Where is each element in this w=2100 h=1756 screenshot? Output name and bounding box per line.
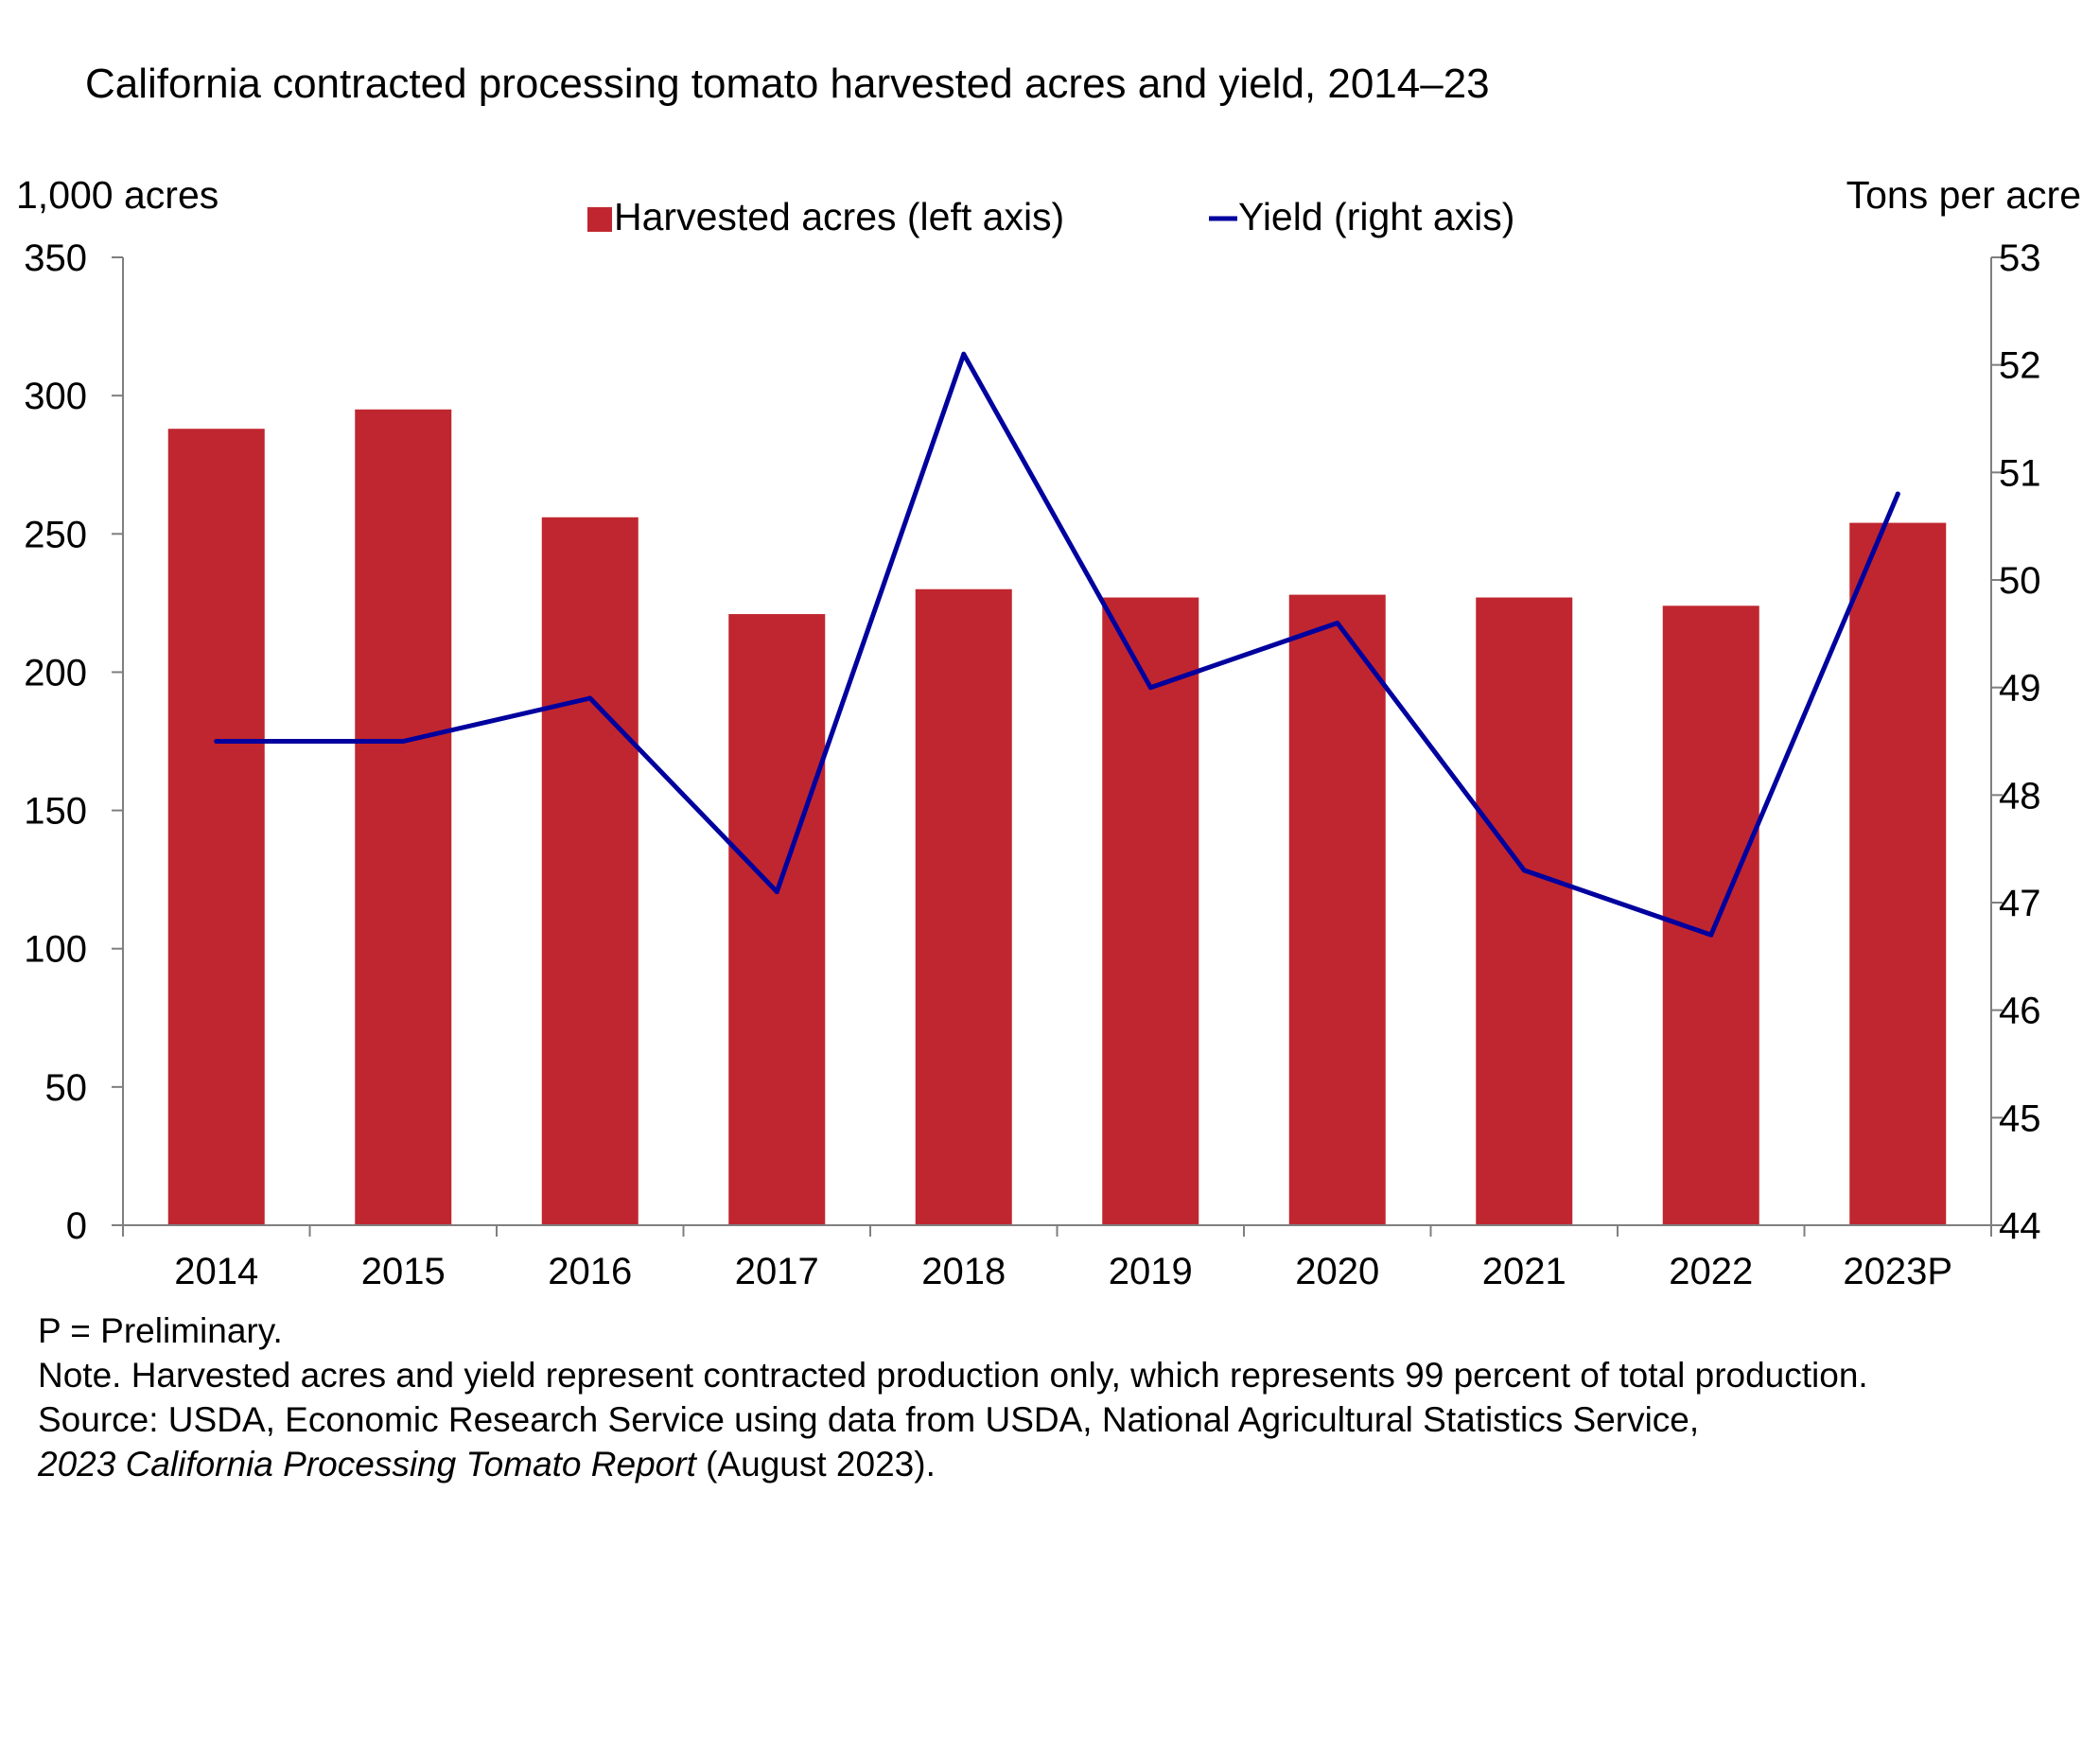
bar-2023P [1849, 522, 1947, 1225]
right-axis-label: Tons per acre [1846, 173, 2081, 217]
bar-2020 [1288, 594, 1386, 1225]
x-tick-label-2022: 2022 [1669, 1251, 1753, 1292]
bar-2016 [541, 517, 639, 1225]
left-tick-label-100: 100 [24, 929, 87, 971]
yield-point-2021 [1521, 868, 1527, 873]
x-tick-label-2016: 2016 [548, 1251, 632, 1292]
bar-2021 [1476, 597, 1573, 1225]
footnotes: P = Preliminary. Note. Harvested acres a… [38, 1308, 2091, 1486]
x-tick-label-2023P: 2023P [1843, 1251, 1952, 1292]
yield-line [214, 351, 1900, 938]
chart-title: California contracted processing tomato … [85, 61, 1490, 107]
left-tick-label-350: 350 [24, 237, 87, 279]
yield-point-2015 [400, 739, 406, 744]
x-tick-label-2018: 2018 [921, 1251, 1006, 1292]
x-tick-label-2017: 2017 [735, 1251, 819, 1292]
source-note: Source: USDA, Economic Research Service … [38, 1400, 1700, 1439]
report-citation: 2023 California Processing Tomato Report… [38, 1442, 2091, 1486]
bar-2019 [1102, 597, 1199, 1225]
left-tick-label-300: 300 [24, 376, 87, 417]
report-title: 2023 California Processing Tomato Report [38, 1445, 696, 1484]
right-tick-label-53: 53 [1999, 237, 2041, 279]
legend-line-label: Yield (right axis) [1238, 195, 1514, 238]
bar-2017 [728, 614, 826, 1225]
report-date: (August 2023). [695, 1445, 936, 1484]
production-note: Note. Harvested acres and yield represen… [38, 1356, 1868, 1395]
right-tick-label-46: 46 [1999, 991, 2041, 1032]
bar-2014 [167, 429, 265, 1225]
bar-2018 [915, 588, 1012, 1225]
right-tick-label-45: 45 [1999, 1098, 2041, 1139]
left-tick-label-250: 250 [24, 514, 87, 555]
axes-group: 0 50 100 150 200 250 300 350 44 45 46 47 48 49 50 51 52 5… [24, 237, 2040, 1292]
bar-2015 [355, 409, 452, 1225]
left-tick-label-150: 150 [24, 791, 87, 833]
x-tick-label-2021: 2021 [1482, 1251, 1566, 1292]
legend: Harvested acres (left axis) Yield (right… [587, 195, 1514, 238]
yield-point-2023P [1895, 491, 1900, 497]
yield-point-2016 [587, 695, 593, 701]
left-axis-label: 1,000 acres [16, 173, 219, 217]
x-tick-label-2019: 2019 [1109, 1251, 1193, 1292]
yield-point-2019 [1147, 685, 1153, 691]
x-tick-label-2020: 2020 [1295, 1251, 1379, 1292]
right-tick-label-51: 51 [1999, 452, 2041, 494]
right-tick-label-48: 48 [1999, 775, 2041, 817]
right-tick-label-49: 49 [1999, 668, 2041, 710]
right-tick-label-44: 44 [1999, 1205, 2041, 1247]
right-tick-label-50: 50 [1999, 560, 2041, 602]
yield-point-2014 [214, 739, 219, 744]
left-tick-label-0: 0 [66, 1205, 87, 1247]
yield-line-group [214, 351, 1900, 938]
yield-point-2022 [1708, 932, 1714, 938]
yield-point-2018 [961, 351, 967, 357]
preliminary-note: P = Preliminary. [38, 1311, 283, 1350]
bars-group [167, 409, 1947, 1225]
left-tick-label-50: 50 [45, 1067, 88, 1109]
left-tick-label-200: 200 [24, 652, 87, 694]
legend-bar-label: Harvested acres (left axis) [614, 195, 1064, 238]
yield-point-2017 [774, 889, 779, 895]
x-tick-label-2014: 2014 [174, 1251, 258, 1292]
bar-2022 [1662, 606, 1759, 1225]
right-tick-label-47: 47 [1999, 883, 2041, 924]
yield-point-2020 [1335, 620, 1340, 625]
right-tick-label-52: 52 [1999, 345, 2041, 387]
legend-bar-swatch [587, 207, 612, 232]
x-tick-label-2015: 2015 [361, 1251, 446, 1292]
